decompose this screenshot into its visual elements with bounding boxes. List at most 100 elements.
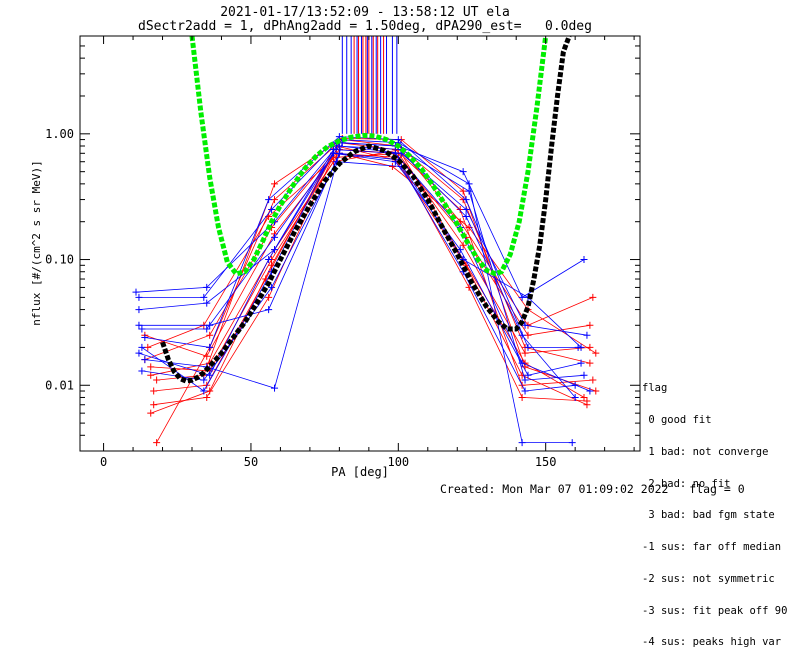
red-trace-8 [156,137,596,392]
red-marker-8-0 [153,376,161,384]
blue-marker-8-1 [206,321,214,329]
created-timestamp: Created: Mon Mar 07 01:09:02 2022 [440,482,669,496]
blue-trace-3 [135,139,573,444]
red-marker-2-6 [518,371,526,379]
blue-marker-2-0 [135,349,143,357]
blue-marker-1-0 [138,325,146,333]
red-marker-7-1 [206,331,214,339]
red-marker-1-7 [589,293,597,301]
red-marker-3-2 [271,196,279,204]
red-trace-4 [147,152,597,354]
blue-marker-9-2 [271,384,279,392]
blue-marker-9-6 [518,331,526,339]
legend-entry-4: -1 sus: far off median [642,541,782,554]
blue-marker-3-1 [203,283,211,291]
blue-marker-2-5 [456,246,464,254]
x-tick-label-0: 0 [100,455,107,469]
red-marker-4-4 [388,162,396,170]
blue-marker-3-5 [465,180,473,188]
axes: 0 50 100 150 0.01 0.10 1.00 [45,35,640,469]
blue-marker-6-1 [203,299,211,307]
green-fit-curve [189,36,549,277]
x-tick-label-2: 100 [387,455,409,469]
red-marker-6-5 [456,206,464,214]
red-marker-9-7 [583,397,591,405]
nflux-pitch-angle-chart: 2021-01-17/13:52:09 - 13:58:12 UT ela dS… [30,5,641,479]
red-marker-8-5 [459,187,467,195]
blue-marker-3-0 [132,288,140,296]
blue-marker-6-0 [135,306,143,314]
red-marker-5-7 [580,393,588,401]
blue-trace-8 [138,152,582,348]
blue-marker-7-6 [521,376,529,384]
blue-marker-5-2 [265,196,273,204]
flag-value: flag = 0 [689,482,745,496]
legend-title: flag [642,382,668,395]
red-marker-4-0 [144,343,152,351]
red-marker-3-0 [153,439,161,447]
blue-marker-1-7 [583,331,591,339]
red-marker-4-7 [592,349,600,357]
blue-marker-6-7 [586,387,594,395]
y-tick-label-2: 1.00 [45,127,74,141]
y-tick-label-0: 0.01 [45,378,74,392]
blue-marker-0-5 [459,168,467,176]
blue-marker-9-0 [141,356,149,364]
red-marker-6-7 [589,376,597,384]
red-marker-3-7 [586,359,594,367]
plot-data-area [132,36,600,447]
black-fit-curve [160,36,572,384]
red-marker-8-7 [592,387,600,395]
blue-marker-5-0 [141,333,149,341]
red-marker-2-0 [150,387,158,395]
legend-entry-2: 2 bad: no fit [642,477,731,490]
chart-title: 2021-01-17/13:52:09 - 13:58:12 UT ela [220,5,510,20]
blue-marker-8-2 [265,306,273,314]
red-marker-6-0 [150,401,158,409]
blue-marker-4-2 [268,283,276,291]
blue-marker-9-7 [571,393,579,401]
red-marker-6-2 [265,293,273,301]
blue-marker-2-7 [577,359,585,367]
blue-marker-9-5 [462,212,470,220]
red-marker-7-6 [524,331,532,339]
blue-marker-6-2 [271,246,279,254]
blue-marker-0-0 [135,293,143,301]
legend-entry-1: 1 bad: not converge [642,445,769,458]
blue-marker-4-6 [521,387,529,395]
x-axis-label: PA [deg] [331,465,389,479]
red-marker-9-0 [147,409,155,417]
red-marker-5-0 [147,371,155,379]
blue-marker-2-2 [265,256,273,264]
plot-frame [79,35,641,452]
red-marker-9-6 [518,393,526,401]
red-marker-0-5 [459,241,467,249]
y-axis-label: nflux [#/(cm^2 s sr MeV)] [30,160,43,326]
blue-trace-4 [141,161,576,392]
blue-marker-7-1 [200,387,208,395]
blue-trace-1 [141,145,587,336]
red-marker-6-1 [203,393,211,401]
blue-marker-0-1 [200,293,208,301]
red-marker-7-7 [586,321,594,329]
blue-trace-6 [138,149,591,392]
blue-marker-8-7 [577,343,585,351]
blue-marker-1-6 [521,321,529,329]
blue-marker-1-5 [462,206,470,214]
blue-marker-4-1 [200,376,208,384]
blue-marker-2-6 [524,371,532,379]
red-marker-1-0 [147,363,155,371]
legend-entry-0: 0 good fit [642,413,712,426]
blue-trace-2 [138,152,582,376]
red-trace-2 [153,145,588,406]
red-marker-8-2 [271,180,279,188]
chart-subtitle: dSectr2add = 1, dPhAng2add = 1.50deg, dP… [138,19,592,34]
blue-marker-0-6 [518,293,526,301]
legend-entry-5: -2 sus: not symmetric [642,572,775,585]
blue-marker-1-2 [271,233,279,241]
x-tick-label-3: 150 [535,455,557,469]
footer: Created: Mon Mar 07 01:09:02 2022 flag =… [440,482,745,496]
blue-marker-3-7 [568,439,576,447]
legend-entry-6: -3 sus: fit peak off 90 [642,604,788,617]
blue-marker-4-0 [138,367,146,375]
